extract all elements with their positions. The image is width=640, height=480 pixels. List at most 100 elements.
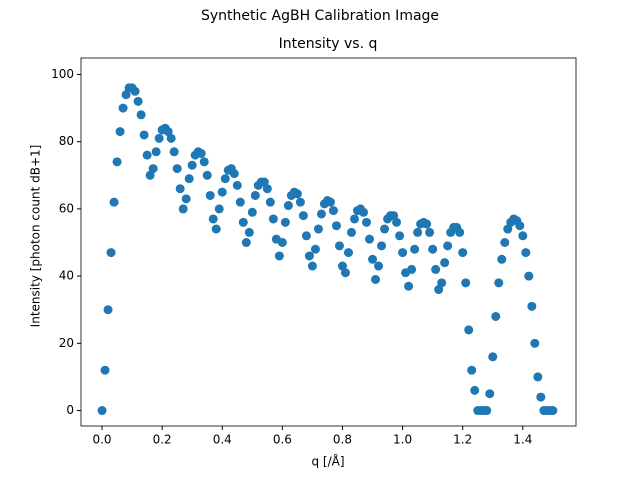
- point: [548, 406, 558, 416]
- point: [392, 217, 402, 227]
- point: [187, 160, 197, 170]
- y-tick-label: 80: [59, 134, 74, 148]
- point: [425, 227, 435, 237]
- point: [395, 231, 405, 241]
- point: [494, 278, 504, 288]
- point: [343, 248, 353, 258]
- point: [304, 251, 314, 261]
- point: [362, 217, 372, 227]
- point: [407, 264, 417, 274]
- y-tick-label: 60: [59, 201, 74, 215]
- point: [229, 169, 239, 179]
- point: [178, 204, 188, 214]
- point: [316, 209, 326, 219]
- point: [214, 204, 224, 214]
- point: [340, 268, 350, 278]
- point: [515, 221, 525, 231]
- point: [244, 227, 254, 237]
- point: [103, 305, 113, 315]
- x-tick-label: 0.0: [92, 433, 111, 447]
- point: [115, 127, 125, 137]
- point: [464, 325, 474, 335]
- point: [166, 133, 176, 143]
- point: [154, 133, 164, 143]
- point: [371, 274, 381, 284]
- point: [130, 86, 140, 96]
- point: [172, 164, 182, 174]
- point: [238, 217, 248, 227]
- point: [235, 197, 245, 207]
- point: [331, 221, 341, 231]
- plot-frame: [80, 57, 577, 427]
- point: [148, 164, 158, 174]
- point: [380, 224, 390, 234]
- point: [434, 285, 444, 295]
- point: [359, 207, 369, 217]
- point: [310, 244, 320, 254]
- point: [118, 103, 128, 113]
- point: [488, 352, 498, 362]
- point: [524, 271, 534, 281]
- point: [313, 224, 323, 234]
- point: [280, 217, 290, 227]
- point: [455, 227, 465, 237]
- x-tick-label: 1.4: [513, 433, 532, 447]
- point: [262, 184, 272, 194]
- point: [503, 224, 513, 234]
- y-axis-label: Intensity [photon count dB+1]: [29, 145, 43, 328]
- x-tick-label: 0.8: [333, 433, 352, 447]
- point: [142, 150, 152, 160]
- point: [298, 211, 308, 221]
- point: [292, 189, 302, 199]
- y-tick-label: 40: [59, 269, 74, 283]
- point: [458, 248, 468, 258]
- point: [175, 184, 185, 194]
- point: [199, 157, 209, 167]
- x-tick-label: 0.2: [153, 433, 172, 447]
- x-tick-label: 0.6: [273, 433, 292, 447]
- point: [533, 372, 543, 382]
- point: [265, 197, 275, 207]
- point: [443, 241, 453, 251]
- point: [337, 261, 347, 271]
- point: [205, 190, 215, 200]
- point: [461, 278, 471, 288]
- point: [274, 251, 284, 261]
- point: [109, 197, 119, 207]
- point: [250, 190, 260, 200]
- point: [536, 392, 546, 402]
- point: [139, 130, 149, 140]
- point: [112, 157, 122, 167]
- point: [440, 258, 450, 268]
- point: [169, 147, 179, 157]
- point: [377, 241, 387, 251]
- point: [365, 234, 375, 244]
- point: [518, 231, 528, 241]
- point: [428, 244, 438, 254]
- point: [211, 224, 221, 234]
- point: [121, 90, 131, 100]
- point: [208, 214, 218, 224]
- y-tick-label: 20: [59, 336, 74, 350]
- chart-suptitle: Synthetic AgBH Calibration Image: [201, 8, 439, 24]
- point: [295, 197, 305, 207]
- point: [346, 227, 356, 237]
- point: [202, 170, 212, 180]
- point: [196, 148, 206, 158]
- point: [325, 197, 335, 207]
- point: [398, 248, 408, 258]
- point: [97, 406, 107, 416]
- point: [470, 385, 480, 395]
- point: [133, 96, 143, 106]
- point: [374, 261, 384, 271]
- point: [268, 214, 278, 224]
- point: [527, 301, 537, 311]
- point: [349, 214, 359, 224]
- point: [217, 187, 227, 197]
- chart-title: Intensity vs. q: [279, 36, 378, 52]
- point: [301, 231, 311, 241]
- point: [485, 389, 495, 399]
- point: [247, 207, 257, 217]
- point: [467, 365, 477, 375]
